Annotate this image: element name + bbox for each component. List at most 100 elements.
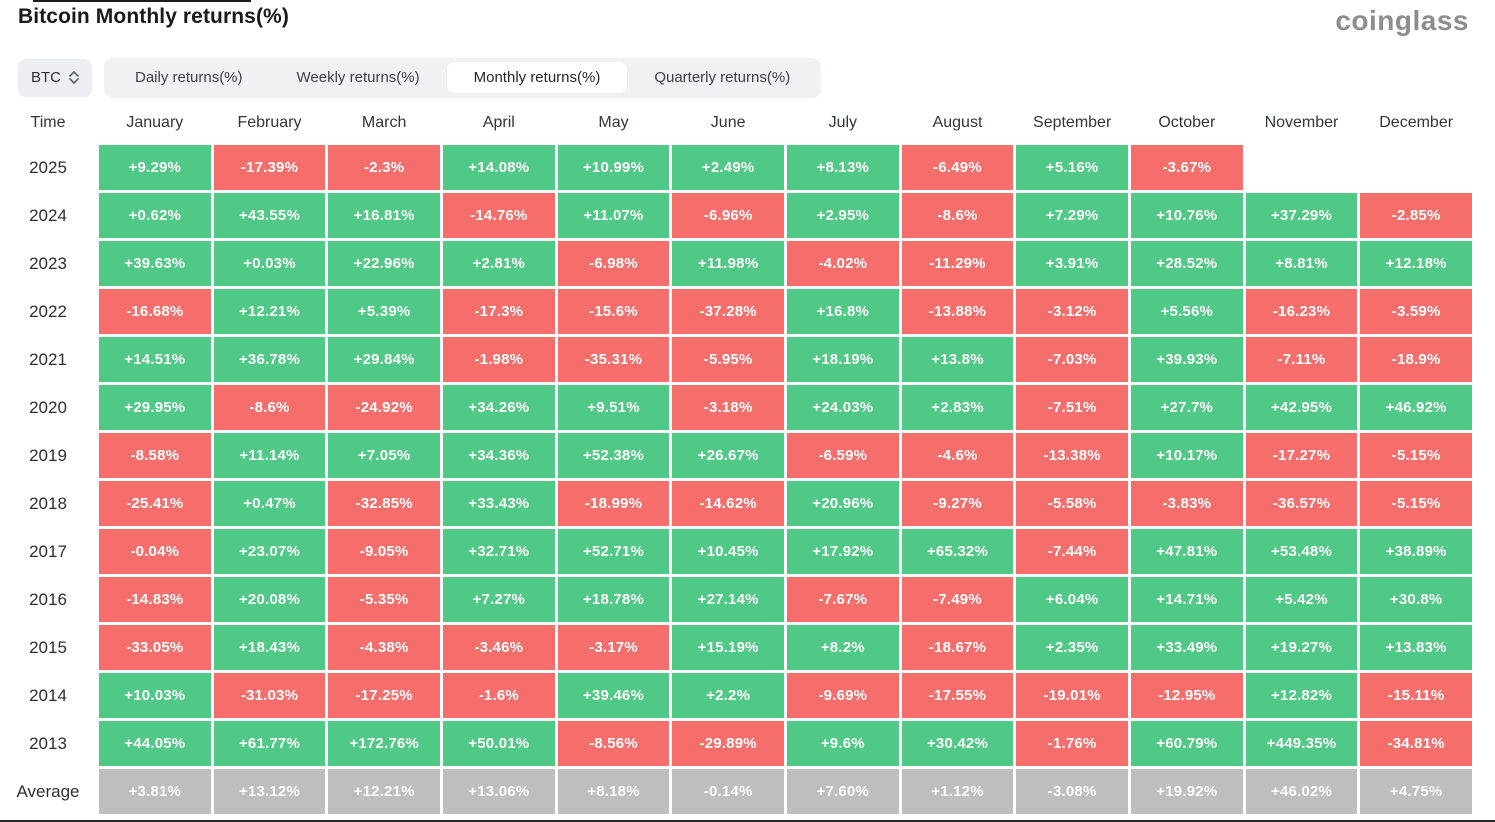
- return-cell: +0.03%: [213, 241, 326, 286]
- return-cell: -16.23%: [1245, 289, 1358, 334]
- return-cell: -32.85%: [328, 481, 440, 526]
- return-cell: -13.88%: [901, 289, 1014, 334]
- page-title: Bitcoin Monthly returns(%): [18, 5, 289, 28]
- return-cell: -15.6%: [557, 289, 670, 334]
- top-edge-line: [33, 0, 251, 2]
- return-cell: -34.81%: [1360, 721, 1472, 766]
- return-cell: +29.95%: [99, 385, 211, 430]
- return-cell: +7.05%: [328, 433, 440, 478]
- return-cell: -3.08%: [1016, 769, 1128, 814]
- return-cell: +449.35%: [1245, 721, 1358, 766]
- return-cell: +14.08%: [442, 145, 555, 190]
- return-cell: +0.47%: [213, 481, 326, 526]
- return-cell: +16.81%: [328, 193, 440, 238]
- empty-cell: [1360, 145, 1472, 190]
- return-cell: +4.75%: [1360, 769, 1472, 814]
- col-header-month: February: [237, 114, 302, 131]
- return-cell: -36.57%: [1245, 481, 1358, 526]
- return-cell: +18.78%: [557, 577, 670, 622]
- sort-arrows-icon: [69, 71, 79, 84]
- return-cell: +11.07%: [557, 193, 670, 238]
- return-cell: -7.49%: [901, 577, 1014, 622]
- row-label: 2015: [29, 637, 67, 657]
- return-cell: +47.81%: [1130, 529, 1243, 574]
- return-cell: -5.35%: [328, 577, 440, 622]
- return-cell: +5.56%: [1130, 289, 1243, 334]
- return-cell: +2.49%: [672, 145, 784, 190]
- return-cell: -8.58%: [99, 433, 211, 478]
- return-cell: +30.8%: [1360, 577, 1472, 622]
- return-cell: -3.59%: [1360, 289, 1472, 334]
- coinglass-logo: coinglass: [1335, 5, 1469, 36]
- bottom-edge-line: [0, 820, 1495, 822]
- return-cell: -15.11%: [1360, 673, 1472, 718]
- return-cell: +46.02%: [1245, 769, 1358, 814]
- tab-1[interactable]: Weekly returns(%): [296, 69, 420, 86]
- return-cell: -18.67%: [901, 625, 1014, 670]
- return-cell: +36.78%: [213, 337, 326, 382]
- return-cell: -7.11%: [1245, 337, 1358, 382]
- return-cell: -3.67%: [1130, 145, 1243, 190]
- return-cell: +2.95%: [786, 193, 899, 238]
- return-cell: -14.62%: [672, 481, 784, 526]
- return-cell: -14.76%: [442, 193, 555, 238]
- return-cell: +20.96%: [786, 481, 899, 526]
- col-header-time: Time: [30, 114, 66, 131]
- row-label: 2021: [29, 349, 67, 369]
- symbol-select-value: BTC: [31, 69, 61, 86]
- return-cell: +13.06%: [442, 769, 555, 814]
- return-cell: -2.85%: [1360, 193, 1472, 238]
- return-cell: -1.6%: [442, 673, 555, 718]
- returns-table-wrap: Time January February March April May June July…: [0, 104, 1472, 814]
- return-cell: +39.93%: [1130, 337, 1243, 382]
- return-cell: +27.14%: [672, 577, 784, 622]
- return-cell: +10.45%: [672, 529, 784, 574]
- return-cell: +172.76%: [328, 721, 440, 766]
- return-cell: -3.46%: [442, 625, 555, 670]
- tab-2[interactable]: Monthly returns(%): [446, 62, 628, 93]
- return-cell: -12.95%: [1130, 673, 1243, 718]
- return-cell: -25.41%: [99, 481, 211, 526]
- return-cell: +13.83%: [1360, 625, 1472, 670]
- return-cell: -19.01%: [1016, 673, 1128, 718]
- return-cell: -0.14%: [672, 769, 784, 814]
- return-cell: +18.43%: [213, 625, 326, 670]
- symbol-select[interactable]: BTC: [18, 58, 92, 97]
- return-cell: +38.89%: [1360, 529, 1472, 574]
- return-cell: +61.77%: [213, 721, 326, 766]
- col-header-month: January: [126, 114, 184, 131]
- return-cell: +0.62%: [99, 193, 211, 238]
- return-cell: +60.79%: [1130, 721, 1243, 766]
- return-cell: +5.39%: [328, 289, 440, 334]
- tab-0[interactable]: Daily returns(%): [135, 69, 243, 86]
- return-cell: +9.29%: [99, 145, 211, 190]
- return-cell: +10.99%: [557, 145, 670, 190]
- return-cell: -4.02%: [786, 241, 899, 286]
- return-cell: +27.7%: [1130, 385, 1243, 430]
- return-cell: +12.21%: [213, 289, 326, 334]
- return-cell: +10.03%: [99, 673, 211, 718]
- return-cell: +52.71%: [557, 529, 670, 574]
- return-cell: +42.95%: [1245, 385, 1358, 430]
- return-cell: +37.29%: [1245, 193, 1358, 238]
- return-cell: -16.68%: [99, 289, 211, 334]
- returns-table: Time January February March April May June July…: [0, 104, 1472, 814]
- return-cell: -8.6%: [901, 193, 1014, 238]
- return-cell: -33.05%: [99, 625, 211, 670]
- return-cell: -1.98%: [442, 337, 555, 382]
- return-cell: +7.60%: [786, 769, 899, 814]
- return-cell: -5.15%: [1360, 481, 1472, 526]
- return-cell: +43.55%: [213, 193, 326, 238]
- return-cell: +3.91%: [1016, 241, 1128, 286]
- row-label: 2023: [29, 253, 67, 273]
- tab-3[interactable]: Quarterly returns(%): [654, 69, 791, 86]
- return-cell: +24.03%: [786, 385, 899, 430]
- returns-tabbar: Daily returns(%) Weekly returns(%) Monthly…: [104, 57, 822, 98]
- return-cell: -17.27%: [1245, 433, 1358, 478]
- return-cell: +29.84%: [328, 337, 440, 382]
- return-cell: +2.83%: [901, 385, 1014, 430]
- return-cell: +11.98%: [672, 241, 784, 286]
- row-label: 2014: [29, 685, 67, 705]
- return-cell: +1.12%: [901, 769, 1014, 814]
- return-cell: +13.8%: [901, 337, 1014, 382]
